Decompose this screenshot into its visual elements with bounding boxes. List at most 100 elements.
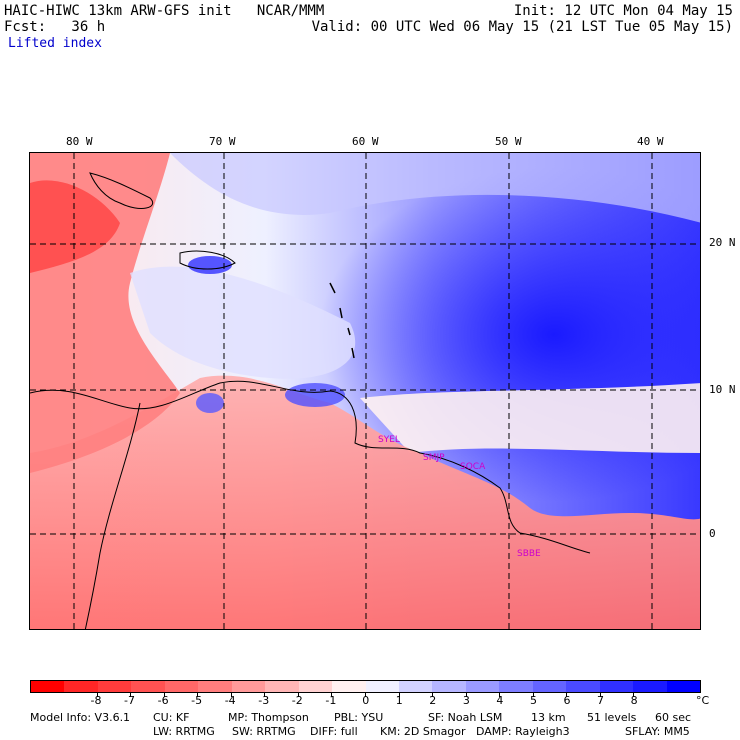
- colorbar-swatch: [566, 681, 600, 692]
- lat-label-10n: 10 N: [709, 383, 736, 396]
- colorbar-tickmark: [599, 693, 601, 697]
- cuba-region-unstable: [30, 180, 120, 273]
- colorbar-swatch: [499, 681, 533, 692]
- footer-cu: CU: KF: [153, 711, 190, 724]
- colorbar-tick-label: 0: [362, 694, 370, 707]
- lat-label-0: 0: [709, 527, 716, 540]
- river-outline: [84, 402, 141, 629]
- lon-label-40w: 40 W: [637, 135, 664, 148]
- caribbean-mixed: [130, 266, 356, 379]
- footer-levels: 51 levels: [587, 711, 637, 724]
- footer-damp: DAMP: Rayleigh3: [476, 725, 570, 738]
- colorbar-swatch: [31, 681, 65, 692]
- colorbar-swatch: [365, 681, 399, 692]
- map-title: HAIC-HIWC 13km ARW-GFS init NCAR/MMM: [4, 3, 325, 19]
- colorbar-tick-label: 3: [462, 694, 470, 707]
- colorbar-tickmark: [264, 693, 266, 697]
- footer-sf: SF: Noah LSM: [428, 711, 503, 724]
- hispaniola-stable-cell: [188, 256, 232, 274]
- station-smjp: SMJP: [423, 453, 445, 463]
- init-time: Init: 12 UTC Mon 04 May 15: [513, 3, 733, 19]
- colorbar-tickmark: [197, 693, 199, 697]
- lat-label-20n: 20 N: [709, 236, 736, 249]
- colorbar-tick-label: -8: [90, 694, 102, 707]
- footer-timestep: 60 sec: [655, 711, 692, 724]
- colorbar-swatch: [633, 681, 667, 692]
- colorbar-swatch: [164, 681, 199, 692]
- cuba-outline: [89, 172, 153, 209]
- venezuela-stable-cell: [285, 383, 345, 407]
- field-name: Lifted index: [8, 36, 102, 51]
- colorbar-tickmark: [331, 693, 333, 697]
- footer-lw: LW: RRTMG: [153, 725, 215, 738]
- footer-sw: SW: RRTMG: [232, 725, 296, 738]
- colorbar-tick-label: -2: [291, 694, 303, 707]
- colorbar-tick-label: -1: [325, 694, 337, 707]
- colorbar-swatch: [265, 681, 299, 692]
- colorbar-unit: °C: [696, 694, 710, 707]
- colorbar-tickmark: [465, 693, 467, 697]
- colorbar-tickmark: [163, 693, 165, 697]
- colorbar-swatch: [666, 681, 701, 692]
- colorbar-tickmark: [297, 693, 299, 697]
- colorbar-swatch: [198, 681, 232, 692]
- colorbar-swatch: [231, 681, 266, 692]
- footer-model-info: Model Info: V3.6.1: [30, 711, 131, 724]
- hispaniola-outline: [179, 250, 236, 270]
- colorbar-tickmark: [398, 693, 400, 697]
- colorbar-tickmark: [499, 693, 501, 697]
- colorbar-tick-label: -7: [124, 694, 136, 707]
- colorbar-tickmark: [230, 693, 232, 697]
- colorbar-tickmark: [532, 693, 534, 697]
- colorbar-swatch: [532, 681, 567, 692]
- south-america-unstable: [30, 375, 700, 629]
- colorbar-tickmark: [130, 693, 132, 697]
- footer-pbl: PBL: YSU: [334, 711, 384, 724]
- lon-label-50w: 50 W: [495, 135, 522, 148]
- colorbar-swatch: [599, 681, 634, 692]
- colorbar-tick-label: 7: [597, 694, 605, 707]
- maracaibo-stable-cell: [196, 393, 224, 413]
- footer-diff: DIFF: full: [310, 725, 358, 738]
- colorbar-tickmark: [566, 693, 568, 697]
- colorbar-swatch: [465, 681, 500, 692]
- colorbar-swatch: [332, 681, 366, 692]
- colorbar-tickmark: [633, 693, 635, 697]
- colorbar-tick-label: 1: [395, 694, 403, 707]
- antilles-islands: [329, 282, 355, 359]
- station-syel: SYEL: [378, 435, 400, 445]
- colorbar-tick-label: -5: [191, 694, 203, 707]
- colorbar-swatch: [64, 681, 98, 692]
- footer-sflay: SFLAY: MM5: [625, 725, 690, 738]
- footer-km: KM: 2D Smagor: [380, 725, 466, 738]
- valid-time: Valid: 00 UTC Wed 06 May 15 (21 LST Tue …: [311, 19, 733, 35]
- northern-stable-band: [170, 153, 700, 223]
- footer-resolution: 13 km: [531, 711, 566, 724]
- colorbar: [30, 680, 701, 693]
- lon-label-70w: 70 W: [209, 135, 236, 148]
- map-canvas: [30, 153, 700, 629]
- graticule: [30, 153, 700, 629]
- colorbar-tick-label: -4: [224, 694, 236, 707]
- lifted-index-map: SYEL SMJP SOCA SBBE: [29, 152, 701, 630]
- colorbar-swatch: [432, 681, 466, 692]
- colorbar-swatch: [398, 681, 433, 692]
- colorbar-tick-label: 8: [630, 694, 638, 707]
- colorbar-tick-label: 2: [429, 694, 437, 707]
- colorbar-tick-label: 6: [563, 694, 571, 707]
- colorbar-tick-label: 5: [529, 694, 537, 707]
- colorbar-swatch: [298, 681, 333, 692]
- lon-label-60w: 60 W: [352, 135, 379, 148]
- colorbar-swatch: [131, 681, 165, 692]
- colorbar-tickmark: [365, 693, 366, 697]
- colorbar-swatch: [97, 681, 132, 692]
- footer-mp: MP: Thompson: [228, 711, 309, 724]
- colorbar-tickmark: [432, 693, 434, 697]
- lon-label-80w: 80 W: [66, 135, 93, 148]
- itcz-pale-band: [360, 383, 700, 453]
- colorbar-tick-label: -6: [157, 694, 169, 707]
- colorbar-tickmark: [96, 693, 98, 697]
- station-sbbe: SBBE: [517, 549, 541, 559]
- forecast-hour: Fcst: 36 h: [4, 19, 106, 35]
- colorbar-tick-label: -3: [258, 694, 270, 707]
